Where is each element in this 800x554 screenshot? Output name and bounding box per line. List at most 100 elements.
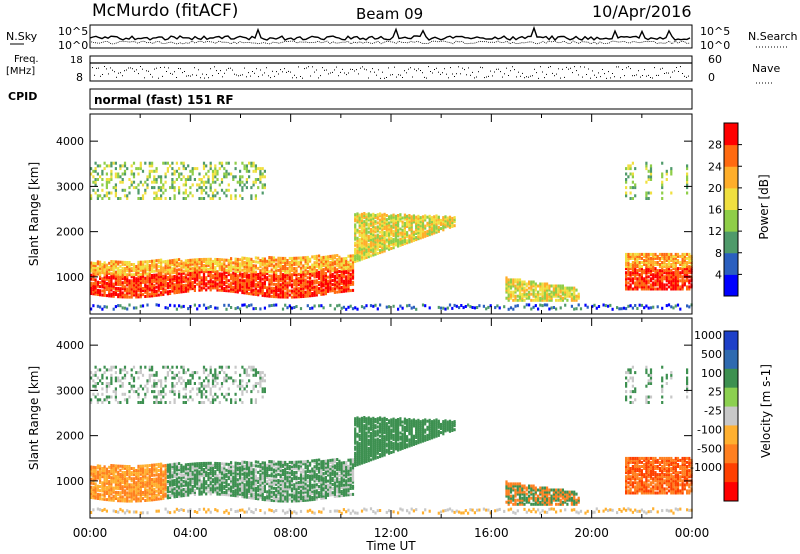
data-cell bbox=[356, 216, 359, 220]
data-cell bbox=[182, 490, 185, 493]
data-cell bbox=[688, 254, 691, 258]
data-cell bbox=[383, 231, 386, 235]
data-cell bbox=[121, 473, 124, 476]
data-cell bbox=[284, 267, 287, 271]
data-cell bbox=[182, 483, 185, 487]
data-cell bbox=[248, 304, 251, 308]
data-cell bbox=[148, 480, 151, 484]
data-cell bbox=[528, 290, 531, 294]
data-cell bbox=[374, 246, 377, 250]
data-cell bbox=[683, 261, 686, 264]
data-cell bbox=[123, 368, 127, 372]
data-cell bbox=[166, 284, 169, 288]
nave-point bbox=[364, 68, 365, 70]
data-cell bbox=[360, 239, 364, 243]
nave-point bbox=[156, 67, 157, 69]
data-cell bbox=[674, 285, 677, 289]
data-cell bbox=[421, 215, 425, 219]
data-cell bbox=[141, 387, 145, 391]
data-cell bbox=[564, 286, 567, 290]
data-cell bbox=[629, 263, 632, 266]
data-cell bbox=[182, 197, 185, 200]
data-cell bbox=[236, 306, 239, 310]
data-cell bbox=[568, 286, 571, 290]
data-cell bbox=[288, 261, 291, 264]
data-cell bbox=[652, 275, 655, 279]
data-cell bbox=[408, 236, 411, 240]
data-cell bbox=[114, 392, 117, 396]
data-cell bbox=[139, 264, 142, 268]
data-cell bbox=[363, 240, 366, 244]
data-cell bbox=[94, 482, 97, 486]
data-cell bbox=[625, 178, 628, 181]
data-cell bbox=[268, 288, 271, 292]
data-cell bbox=[686, 279, 689, 283]
data-cell bbox=[94, 371, 97, 375]
data-cell bbox=[537, 292, 540, 296]
data-cell bbox=[112, 294, 115, 298]
nave-point bbox=[620, 77, 621, 79]
data-cell bbox=[96, 376, 99, 380]
data-cell bbox=[336, 264, 339, 268]
data-cell bbox=[105, 467, 108, 471]
data-cell bbox=[286, 275, 289, 279]
data-cell bbox=[202, 260, 206, 263]
data-cell bbox=[561, 290, 564, 294]
nave-point bbox=[626, 67, 627, 69]
data-cell bbox=[546, 294, 549, 298]
data-cell bbox=[279, 269, 282, 272]
data-cell bbox=[135, 499, 138, 503]
data-cell bbox=[406, 233, 409, 237]
data-cell bbox=[512, 280, 515, 284]
data-cell bbox=[130, 373, 133, 377]
data-cell bbox=[94, 494, 97, 498]
data-cell bbox=[254, 180, 257, 184]
data-cell bbox=[636, 269, 639, 273]
data-cell bbox=[171, 281, 174, 285]
nave-point bbox=[476, 76, 477, 78]
data-cell bbox=[117, 268, 120, 272]
data-cell bbox=[245, 167, 248, 171]
data-cell bbox=[676, 261, 680, 264]
data-cell bbox=[365, 231, 368, 235]
data-cell bbox=[99, 485, 102, 489]
data-cell bbox=[146, 292, 149, 296]
data-cell bbox=[227, 271, 230, 275]
data-cell bbox=[130, 485, 133, 489]
data-cell bbox=[676, 303, 680, 307]
data-cell bbox=[164, 188, 167, 192]
data-cell bbox=[277, 285, 280, 289]
data-cell bbox=[293, 287, 296, 291]
data-cell bbox=[369, 238, 373, 242]
data-cell bbox=[182, 494, 185, 498]
data-cell bbox=[367, 224, 370, 228]
data-cell bbox=[139, 180, 142, 184]
data-cell bbox=[374, 250, 377, 254]
data-cell bbox=[647, 287, 650, 291]
data-cell bbox=[329, 263, 332, 267]
data-cell bbox=[532, 292, 535, 296]
nave-point bbox=[244, 67, 245, 69]
data-cell bbox=[117, 289, 120, 293]
data-cell bbox=[507, 288, 510, 292]
data-cell bbox=[139, 511, 142, 515]
data-cell bbox=[259, 167, 262, 171]
data-cell bbox=[401, 242, 404, 246]
data-cell bbox=[166, 267, 169, 271]
colorbar-tick-label: 4 bbox=[715, 268, 722, 281]
data-cell bbox=[636, 259, 639, 262]
data-cell bbox=[266, 272, 269, 275]
data-cell bbox=[347, 277, 350, 281]
data-cell bbox=[627, 167, 630, 171]
nave-point bbox=[616, 66, 617, 68]
data-cell bbox=[652, 252, 655, 256]
data-cell bbox=[92, 482, 95, 486]
data-cell bbox=[200, 260, 203, 263]
data-cell bbox=[196, 278, 199, 282]
data-cell bbox=[92, 274, 95, 277]
data-cell bbox=[171, 485, 174, 489]
data-cell bbox=[164, 306, 167, 310]
data-cell bbox=[674, 252, 677, 256]
data-cell bbox=[516, 294, 519, 298]
